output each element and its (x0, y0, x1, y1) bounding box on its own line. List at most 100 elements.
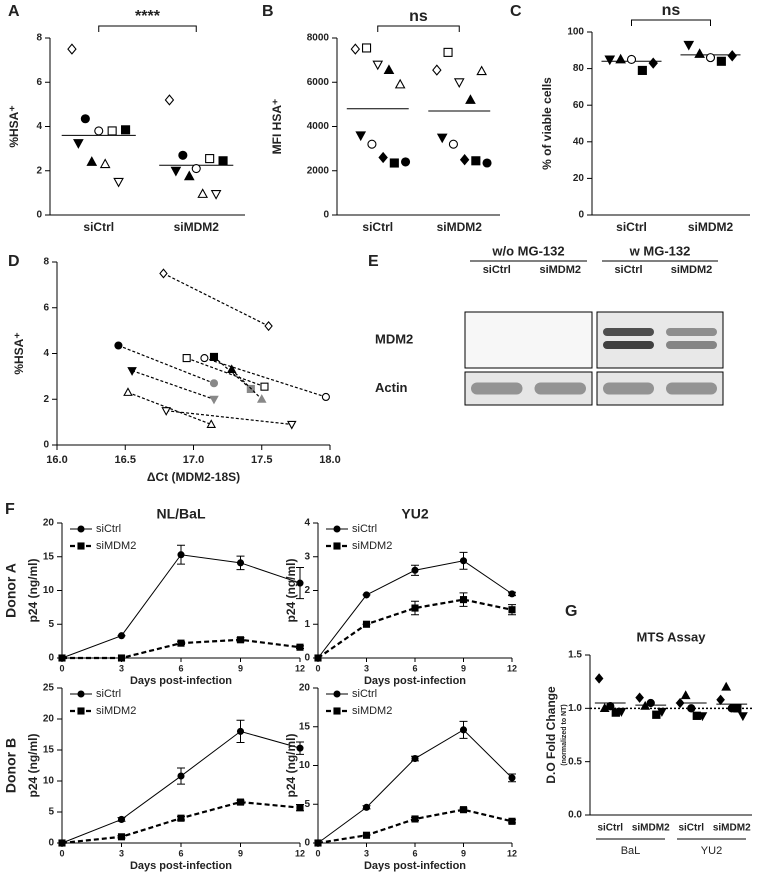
marker (656, 707, 667, 717)
marker (604, 55, 616, 66)
marker (58, 839, 66, 847)
marker (400, 157, 411, 167)
marker (94, 126, 104, 136)
x-axis-label: Days post-infection (364, 675, 466, 687)
marker (296, 643, 304, 651)
y-tick-label: 4 (43, 348, 49, 359)
marker (67, 43, 77, 55)
marker (333, 707, 341, 715)
x-tick-label: 0 (315, 848, 320, 858)
pair-line (131, 370, 215, 400)
series-line (317, 729, 513, 844)
marker (362, 620, 371, 628)
marker (117, 654, 126, 662)
y-axis-label: p24 (ng/ml) (284, 558, 298, 622)
significance-bracket (98, 25, 197, 32)
marker (432, 64, 442, 76)
x-tick-label: siCtrl (616, 220, 647, 234)
marker (210, 190, 222, 200)
x-tick-label: 9 (461, 848, 466, 858)
marker (127, 367, 137, 376)
y-tick-label: 25 (43, 683, 55, 694)
marker (637, 65, 647, 75)
marker (177, 814, 185, 822)
y-axis-note: (normalized to NT) (561, 704, 568, 765)
marker (209, 395, 219, 405)
y-tick-label: 0 (48, 653, 54, 664)
marker (389, 158, 399, 168)
marker (355, 131, 367, 142)
marker (716, 694, 725, 705)
series-line (61, 730, 301, 844)
marker (77, 542, 85, 550)
pair-line (163, 272, 269, 327)
series-line (61, 800, 301, 845)
x-tick-label: siMDM2 (174, 220, 220, 234)
band (603, 341, 654, 349)
marker (508, 606, 516, 614)
y-tick-label: 1.0 (568, 703, 582, 714)
legend-label: siMDM2 (96, 540, 136, 552)
panel-letter: D (8, 253, 20, 270)
marker (640, 700, 651, 710)
y-axis-label: p24 (ng/ml) (284, 733, 298, 797)
band (666, 328, 717, 336)
x-axis-label: Days post-infection (364, 860, 466, 872)
legend-label: siCtrl (352, 523, 377, 535)
marker (411, 754, 419, 763)
marker (508, 774, 516, 782)
marker (367, 139, 377, 149)
marker (646, 698, 655, 708)
marker (459, 806, 468, 814)
x-tick-label: 18.0 (319, 454, 340, 466)
y-tick-label: 10 (43, 776, 55, 787)
marker (236, 636, 245, 644)
y-tick-label: 5 (48, 619, 54, 630)
marker (99, 158, 111, 169)
panel-letter: B (262, 3, 274, 20)
row-label: Donor B (3, 738, 19, 793)
x-axis-label: Days post-infection (130, 860, 232, 872)
marker (333, 542, 341, 550)
lane-label: siCtrl (483, 264, 511, 276)
band (534, 382, 586, 395)
y-tick-label: 5 (304, 799, 310, 810)
x-tick-label: 6 (178, 663, 183, 673)
y-tick-label: 6 (43, 302, 49, 313)
y-tick-label: 2 (36, 165, 42, 176)
legend-label: siMDM2 (96, 705, 136, 717)
x-tick-label: siMDM2 (713, 823, 751, 834)
pair-line (186, 357, 265, 388)
marker (236, 798, 245, 806)
y-axis-label: %HSA⁺ (12, 332, 26, 374)
marker (333, 525, 341, 533)
marker (226, 364, 237, 374)
marker (86, 156, 98, 166)
marker (616, 707, 627, 717)
x-tick-label: 0 (59, 848, 64, 858)
legend-label: siCtrl (96, 688, 121, 700)
marker (296, 804, 304, 812)
y-tick-label: 5 (48, 807, 54, 818)
significance-label: ns (662, 2, 681, 19)
marker (236, 559, 245, 567)
marker (164, 94, 175, 106)
panel-letter: C (510, 3, 522, 20)
marker (161, 407, 171, 416)
marker (697, 712, 708, 722)
y-tick-label: 2000 (307, 165, 330, 176)
marker (205, 154, 215, 164)
marker (177, 551, 185, 559)
y-tick-label: 0.5 (568, 756, 582, 767)
marker (615, 53, 626, 64)
marker (606, 702, 615, 711)
marker (260, 382, 269, 391)
marker (394, 78, 406, 89)
marker (594, 673, 604, 684)
legend-label: siMDM2 (352, 540, 392, 552)
y-tick-label: 4 (304, 518, 310, 529)
marker (482, 158, 492, 168)
y-tick-label: 0 (48, 838, 54, 849)
marker (721, 681, 732, 691)
x-tick-label: 17.5 (251, 454, 272, 466)
